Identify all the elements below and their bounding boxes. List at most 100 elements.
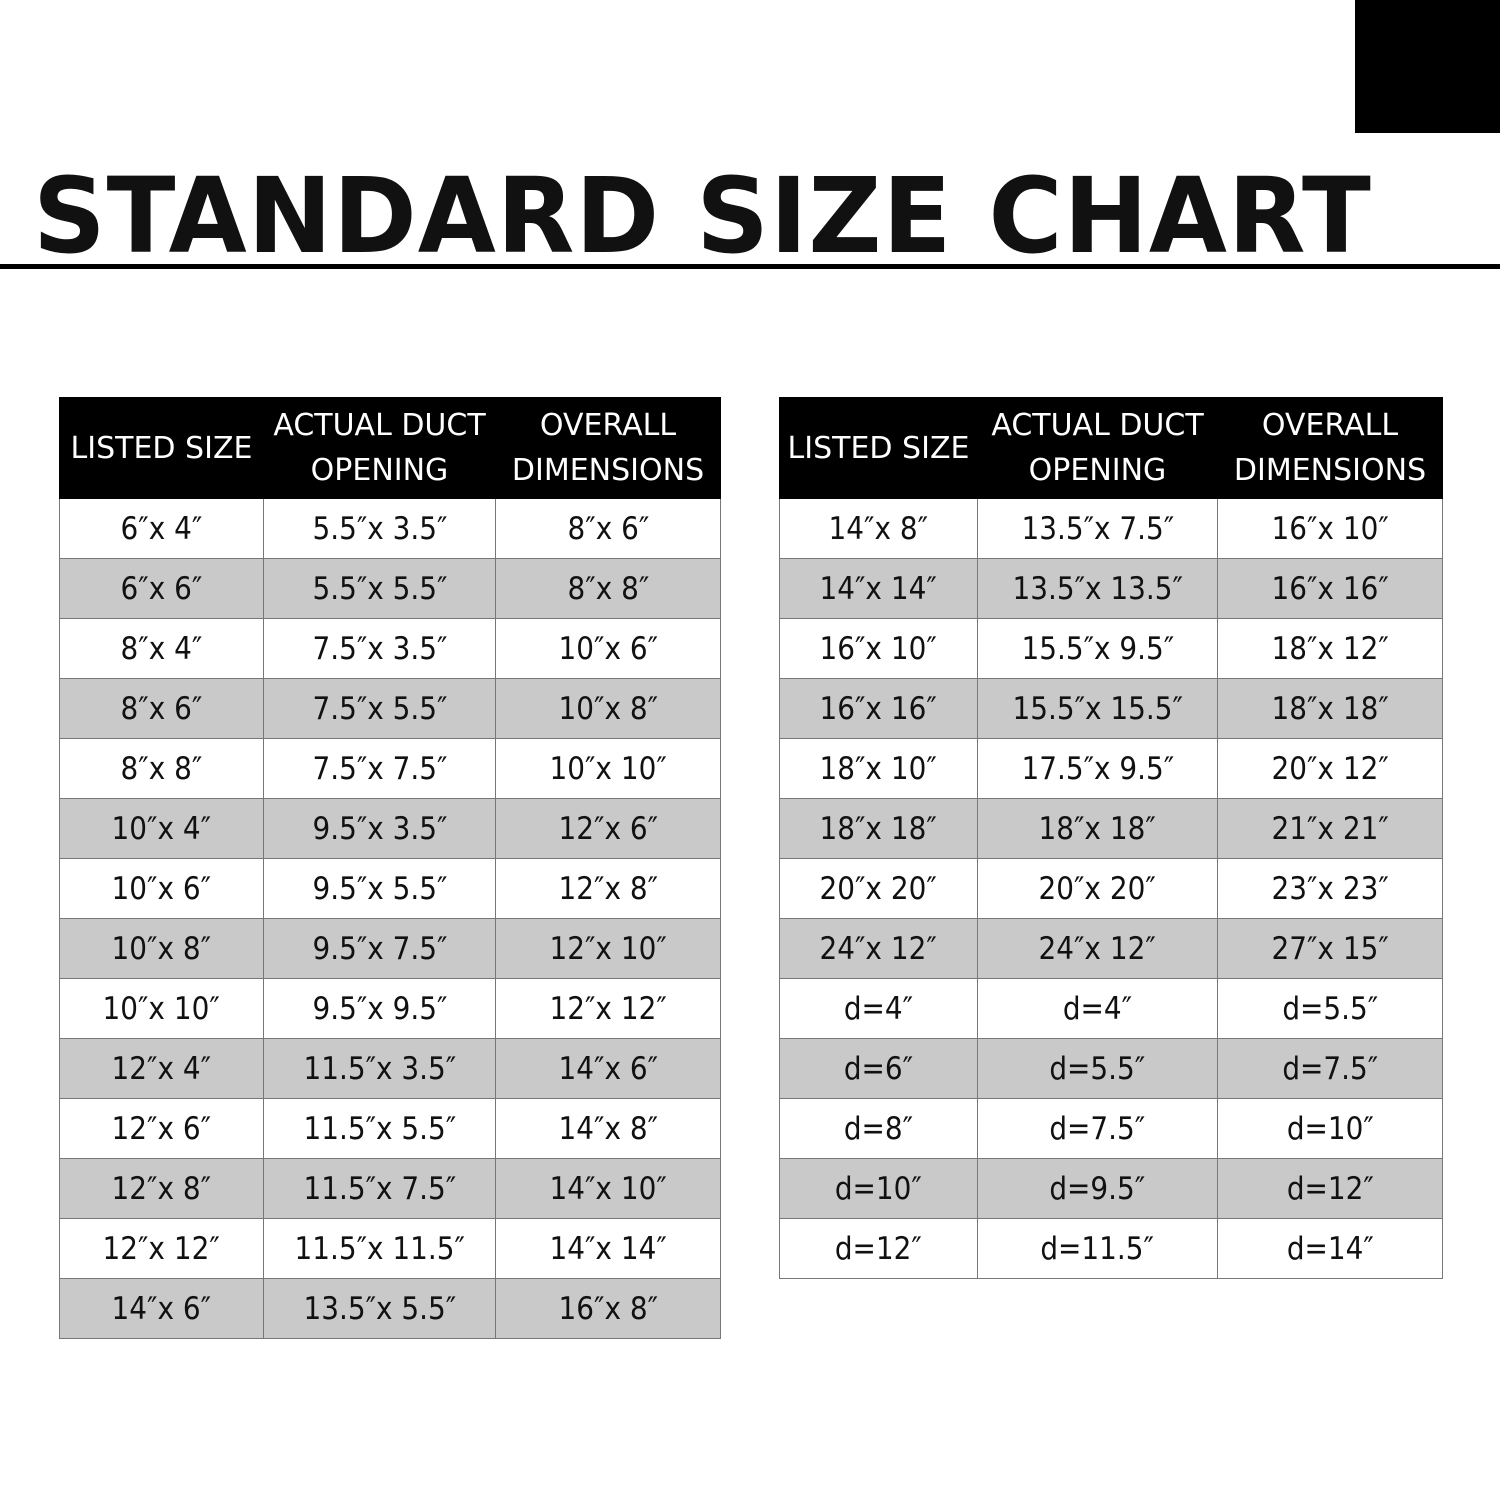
table-row: d=10″ d=9.5″ d=12″	[779, 1158, 1443, 1219]
cell-text: 20″x 20″	[1038, 870, 1157, 907]
cell-text: d=14″	[1286, 1230, 1374, 1267]
listed-size-cell: 8″x 8″	[59, 738, 264, 799]
listed-size-cell: d=10″	[779, 1158, 978, 1219]
cell-text: 21″x 21″	[1271, 810, 1389, 847]
overall-dimensions-cell: 16″x 8″	[495, 1278, 721, 1339]
actual-duct-opening-cell: 9.5″x 7.5″	[263, 918, 496, 979]
cell-text: 10″x 6″	[558, 630, 658, 667]
cell-text: 8″x 8″	[120, 750, 203, 787]
overall-dimensions-cell: 10″x 6″	[495, 618, 721, 679]
actual-duct-opening-cell: 7.5″x 7.5″	[263, 738, 496, 799]
listed-size-cell: 8″x 4″	[59, 618, 264, 679]
cell-text: d=11.5″	[1040, 1230, 1155, 1267]
table-row: 12″x 8″ 11.5″x 7.5″ 14″x 10″	[59, 1158, 721, 1219]
header-actual-duct-opening: ACTUAL DUCT OPENING	[977, 397, 1218, 499]
table-row: 14″x 14″ 13.5″x 13.5″ 16″x 16″	[779, 558, 1443, 619]
actual-duct-opening-cell: 11.5″x 3.5″	[263, 1038, 496, 1099]
actual-duct-opening-cell: 20″x 20″	[977, 858, 1218, 919]
overall-dimensions-cell: d=5.5″	[1217, 978, 1443, 1039]
actual-duct-opening-cell: 13.5″x 13.5″	[977, 558, 1218, 619]
cell-text: d=7.5″	[1282, 1050, 1378, 1087]
cell-text: 13.5″x 13.5″	[1012, 570, 1183, 607]
table-row: 18″x 18″ 18″x 18″ 21″x 21″	[779, 798, 1443, 859]
table-row: 16″x 16″ 15.5″x 15.5″ 18″x 18″	[779, 678, 1443, 739]
overall-dimensions-cell: 12″x 8″	[495, 858, 721, 919]
actual-duct-opening-cell: 15.5″x 9.5″	[977, 618, 1218, 679]
cell-text: 15.5″x 15.5″	[1012, 690, 1183, 727]
cell-text: 5.5″x 3.5″	[312, 510, 447, 547]
listed-size-cell: 12″x 6″	[59, 1098, 264, 1159]
cell-text: 7.5″x 3.5″	[312, 630, 447, 667]
listed-size-cell: 12″x 8″	[59, 1158, 264, 1219]
cell-text: 14″x 6″	[558, 1050, 658, 1087]
overall-dimensions-cell: 27″x 15″	[1217, 918, 1443, 979]
table-row: 12″x 4″ 11.5″x 3.5″ 14″x 6″	[59, 1038, 721, 1099]
listed-size-cell: 14″x 6″	[59, 1278, 264, 1339]
actual-duct-opening-cell: 5.5″x 3.5″	[263, 498, 496, 559]
cell-text: 16″x 10″	[819, 630, 938, 667]
actual-duct-opening-cell: d=4″	[977, 978, 1218, 1039]
cell-text: 5.5″x 5.5″	[312, 570, 447, 607]
listed-size-cell: 6″x 6″	[59, 558, 264, 619]
actual-duct-opening-cell: 24″x 12″	[977, 918, 1218, 979]
listed-size-cell: 24″x 12″	[779, 918, 978, 979]
actual-duct-opening-cell: 9.5″x 3.5″	[263, 798, 496, 859]
overall-dimensions-cell: d=7.5″	[1217, 1038, 1443, 1099]
overall-dimensions-cell: 18″x 18″	[1217, 678, 1443, 739]
listed-size-cell: 10″x 8″	[59, 918, 264, 979]
actual-duct-opening-cell: 11.5″x 5.5″	[263, 1098, 496, 1159]
cell-text: 7.5″x 5.5″	[312, 690, 447, 727]
overall-dimensions-cell: d=10″	[1217, 1098, 1443, 1159]
actual-duct-opening-cell: d=11.5″	[977, 1218, 1218, 1279]
cell-text: 10″x 6″	[111, 870, 212, 907]
cell-text: 20″x 20″	[819, 870, 938, 907]
actual-duct-opening-cell: 15.5″x 15.5″	[977, 678, 1218, 739]
listed-size-cell: 10″x 4″	[59, 798, 264, 859]
cell-text: 16″x 16″	[1271, 570, 1389, 607]
header-row: LISTED SIZE ACTUAL DUCT OPENING OVERALL …	[779, 397, 1443, 499]
overall-dimensions-cell: 14″x 6″	[495, 1038, 721, 1099]
cell-text: d=12″	[1286, 1170, 1374, 1207]
cell-text: 14″x 14″	[819, 570, 938, 607]
actual-duct-opening-cell: 11.5″x 11.5″	[263, 1218, 496, 1279]
cell-text: d=4″	[843, 990, 914, 1027]
cell-text: 16″x 16″	[819, 690, 938, 727]
header-listed-size: LISTED SIZE	[59, 397, 264, 499]
table-row: 8″x 8″ 7.5″x 7.5″ 10″x 10″	[59, 738, 721, 799]
title-divider	[0, 264, 1500, 269]
cell-text: 14″x 8″	[558, 1110, 658, 1147]
table-row: 6″x 6″ 5.5″x 5.5″ 8″x 8″	[59, 558, 721, 619]
cell-text: d=4″	[1062, 990, 1133, 1027]
cell-text: 12″x 8″	[558, 870, 658, 907]
listed-size-cell: 8″x 6″	[59, 678, 264, 739]
cell-text: 6″x 4″	[120, 510, 203, 547]
overall-dimensions-cell: 21″x 21″	[1217, 798, 1443, 859]
cell-text: d=8″	[843, 1110, 914, 1147]
actual-duct-opening-cell: d=5.5″	[977, 1038, 1218, 1099]
actual-duct-opening-cell: 18″x 18″	[977, 798, 1218, 859]
overall-dimensions-cell: 16″x 16″	[1217, 558, 1443, 619]
table-row: 12″x 12″ 11.5″x 11.5″ 14″x 14″	[59, 1218, 721, 1279]
cell-text: 24″x 12″	[1038, 930, 1157, 967]
cell-text: 9.5″x 9.5″	[312, 990, 447, 1027]
overall-dimensions-cell: 20″x 12″	[1217, 738, 1443, 799]
actual-duct-opening-cell: d=7.5″	[977, 1098, 1218, 1159]
overall-dimensions-cell: 8″x 8″	[495, 558, 721, 619]
table-row: 8″x 6″ 7.5″x 5.5″ 10″x 8″	[59, 678, 721, 739]
cell-text: 12″x 6″	[558, 810, 658, 847]
cell-text: 9.5″x 5.5″	[312, 870, 447, 907]
listed-size-cell: d=12″	[779, 1218, 978, 1279]
corner-block	[1355, 0, 1500, 133]
overall-dimensions-cell: 14″x 8″	[495, 1098, 721, 1159]
overall-dimensions-cell: 12″x 6″	[495, 798, 721, 859]
actual-duct-opening-cell: 9.5″x 5.5″	[263, 858, 496, 919]
listed-size-cell: 14″x 14″	[779, 558, 978, 619]
cell-text: d=10″	[834, 1170, 923, 1207]
overall-dimensions-cell: 12″x 10″	[495, 918, 721, 979]
actual-duct-opening-cell: 17.5″x 9.5″	[977, 738, 1218, 799]
overall-dimensions-cell: 16″x 10″	[1217, 498, 1443, 559]
table-row: 12″x 6″ 11.5″x 5.5″ 14″x 8″	[59, 1098, 721, 1159]
cell-text: 14″x 6″	[111, 1290, 212, 1327]
header-overall-dimensions: OVERALL DIMENSIONS	[1217, 397, 1443, 499]
cell-text: 6″x 6″	[120, 570, 203, 607]
